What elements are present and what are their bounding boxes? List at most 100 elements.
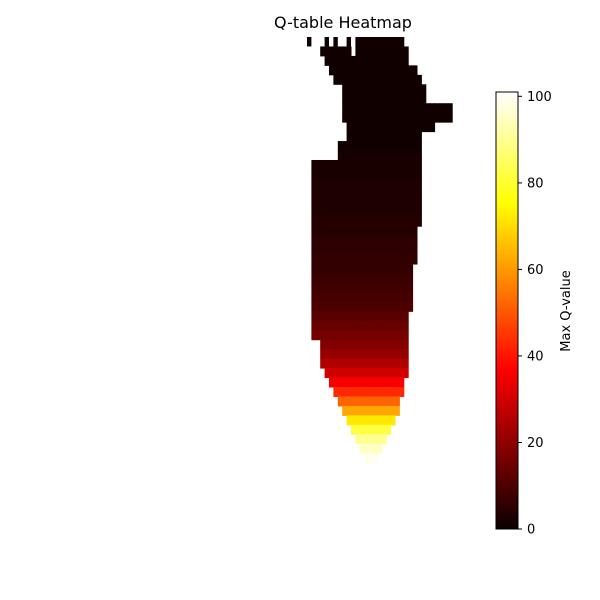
heatmap-cell bbox=[386, 264, 392, 274]
heatmap-cell bbox=[381, 282, 387, 293]
heatmap-cell bbox=[368, 112, 374, 123]
heatmap-cell bbox=[377, 103, 383, 114]
heatmap-cell bbox=[395, 84, 400, 95]
heatmap-cell bbox=[377, 301, 383, 312]
heatmap-cell bbox=[368, 103, 374, 114]
heatmap-cell bbox=[355, 349, 361, 360]
heatmap-cell bbox=[346, 188, 352, 199]
heatmap-cell bbox=[381, 84, 387, 95]
heatmap-cell bbox=[395, 349, 400, 360]
heatmap-cell bbox=[324, 197, 330, 208]
heatmap-cell bbox=[364, 159, 370, 170]
heatmap-cell bbox=[377, 405, 383, 416]
heatmap-cell bbox=[329, 169, 334, 180]
heatmap-cell bbox=[342, 405, 348, 416]
heatmap-cell bbox=[320, 226, 326, 237]
heatmap-cell bbox=[421, 93, 427, 104]
heatmap-cell bbox=[315, 311, 321, 322]
heatmap-cell bbox=[364, 387, 370, 397]
heatmap-cell bbox=[399, 178, 405, 189]
heatmap-cell bbox=[311, 169, 317, 180]
heatmap-cell bbox=[412, 188, 418, 199]
heatmap-cell bbox=[324, 37, 329, 47]
heatmap-cell bbox=[368, 131, 374, 142]
heatmap-cell bbox=[386, 178, 392, 189]
heatmap-cell bbox=[377, 159, 383, 170]
heatmap-cell bbox=[390, 65, 396, 76]
heatmap-cell bbox=[329, 377, 334, 388]
colorbar-ticks: 0 20 40 60 80 100 bbox=[518, 90, 552, 538]
heatmap-cell bbox=[355, 150, 361, 161]
heatmap-cells bbox=[307, 37, 453, 473]
heatmap-cell bbox=[355, 320, 361, 331]
heatmap-cell bbox=[364, 264, 370, 274]
heatmap-cell bbox=[329, 349, 334, 360]
heatmap-cell bbox=[373, 358, 378, 369]
heatmap-cell bbox=[359, 349, 365, 360]
heatmap-cell bbox=[346, 93, 352, 104]
heatmap-cell bbox=[311, 159, 317, 170]
heatmap-cell bbox=[417, 93, 422, 104]
heatmap-cell bbox=[381, 387, 387, 397]
heatmap-cell bbox=[395, 188, 400, 199]
heatmap-cell bbox=[337, 159, 343, 170]
heatmap-cell bbox=[408, 245, 414, 256]
heatmap-cell bbox=[315, 188, 321, 199]
heatmap-cell bbox=[403, 178, 409, 189]
heatmap-cell bbox=[443, 103, 449, 114]
heatmap-cell bbox=[381, 65, 387, 76]
heatmap-cell bbox=[364, 453, 370, 464]
heatmap-cell bbox=[395, 197, 400, 208]
heatmap-cell bbox=[399, 65, 405, 76]
colorbar-tick-label: 40 bbox=[527, 349, 544, 364]
heatmap-cell bbox=[342, 245, 348, 256]
heatmap-cell bbox=[408, 141, 414, 152]
heatmap-cell bbox=[381, 415, 387, 426]
heatmap-cell bbox=[412, 216, 418, 227]
heatmap-cell bbox=[364, 358, 370, 369]
heatmap-cell bbox=[311, 216, 317, 227]
colorbar-tick-label: 60 bbox=[527, 263, 544, 278]
heatmap-cell bbox=[346, 415, 352, 426]
heatmap-cell bbox=[395, 74, 400, 85]
heatmap-cell bbox=[373, 197, 378, 208]
heatmap-cell bbox=[359, 37, 365, 47]
heatmap-cell bbox=[355, 254, 361, 265]
heatmap-cell bbox=[337, 273, 343, 284]
heatmap-cell bbox=[355, 131, 361, 142]
heatmap-cell bbox=[381, 245, 387, 256]
heatmap-cell bbox=[377, 443, 383, 454]
heatmap-cell bbox=[324, 330, 330, 341]
heatmap-cell bbox=[390, 197, 396, 208]
heatmap-cell bbox=[351, 282, 356, 293]
heatmap-cell bbox=[386, 245, 392, 256]
colorbar-tick-label: 0 bbox=[527, 523, 535, 538]
heatmap-cell bbox=[368, 178, 374, 189]
heatmap-cell bbox=[395, 93, 400, 104]
heatmap-cell bbox=[337, 141, 343, 152]
heatmap-cell bbox=[342, 339, 348, 350]
heatmap-cell bbox=[337, 396, 343, 407]
heatmap-cell bbox=[434, 112, 440, 123]
heatmap-cell bbox=[333, 311, 339, 322]
heatmap-cell bbox=[368, 453, 374, 464]
heatmap-cell bbox=[346, 226, 352, 237]
heatmap-cell bbox=[403, 311, 409, 322]
heatmap-cell bbox=[408, 122, 414, 133]
heatmap-cell bbox=[381, 159, 387, 170]
heatmap-cell bbox=[351, 150, 356, 161]
heatmap-cell bbox=[417, 188, 422, 199]
heatmap-cell bbox=[403, 245, 409, 256]
heatmap-cell bbox=[351, 131, 356, 142]
heatmap-cell bbox=[320, 207, 326, 218]
heatmap-cell bbox=[395, 320, 400, 331]
heatmap-cell bbox=[359, 245, 365, 256]
heatmap-cell bbox=[351, 264, 356, 274]
heatmap-cell bbox=[355, 93, 361, 104]
heatmap-cell bbox=[377, 55, 383, 66]
heatmap-cell bbox=[417, 74, 422, 85]
heatmap-cell bbox=[443, 112, 449, 123]
heatmap-cell bbox=[337, 197, 343, 208]
heatmap-cell bbox=[324, 358, 330, 369]
heatmap-cell bbox=[386, 368, 392, 379]
